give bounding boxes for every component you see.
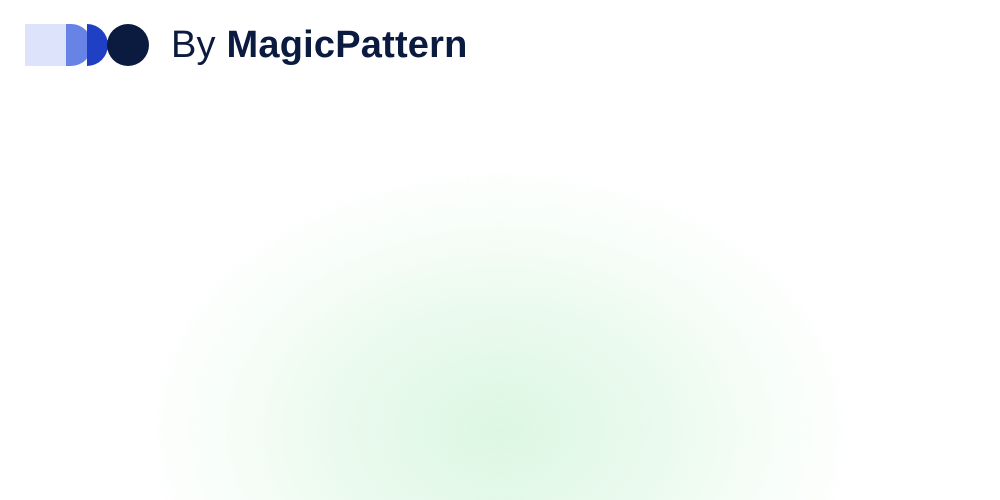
brand-header: By MagicPattern <box>25 24 468 66</box>
brand-text: By MagicPattern <box>171 24 468 66</box>
magicpattern-logo-icon <box>25 24 149 66</box>
brand-name: MagicPattern <box>226 24 468 66</box>
brand-prefix: By <box>171 24 216 66</box>
background-glow <box>150 170 850 500</box>
